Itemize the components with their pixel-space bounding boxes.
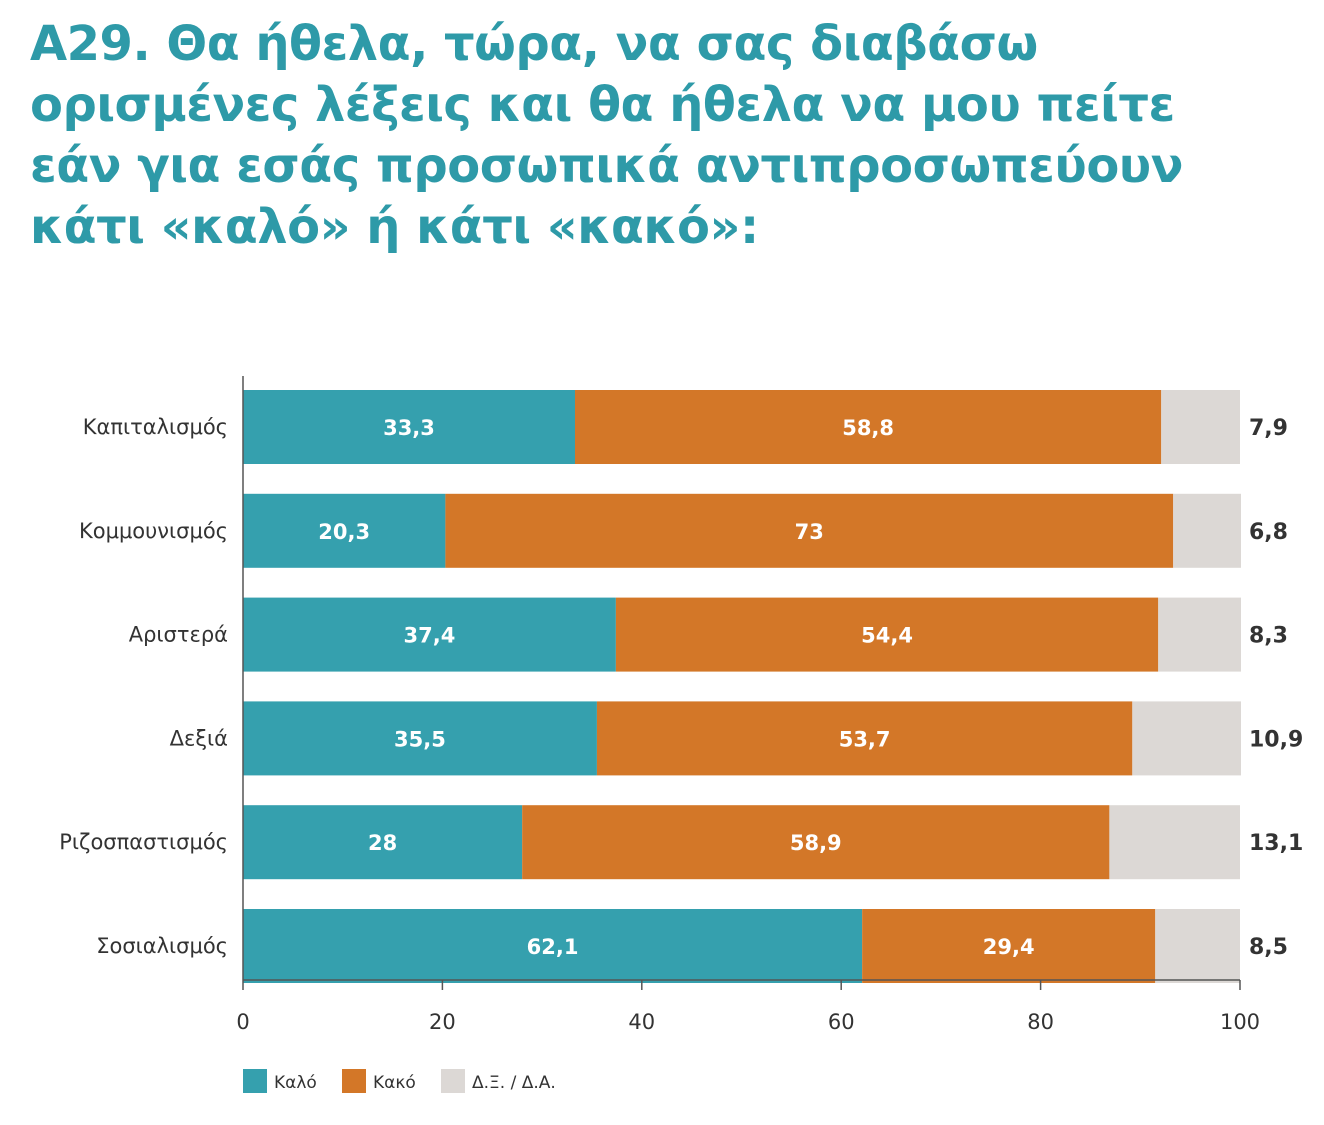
- x-tick-label: 60: [828, 1010, 855, 1034]
- x-tick-label: 20: [429, 1010, 456, 1034]
- x-tick-label: 0: [236, 1010, 249, 1034]
- legend-swatch: [243, 1069, 267, 1093]
- bar-row: Αριστερά 37,4 54,4 8,3: [129, 597, 1288, 672]
- title-line-1: Α29. Θα ήθελα, τώρα, να σας διαβάσω: [30, 16, 1038, 72]
- data-label: 73: [795, 520, 824, 544]
- category-label: Καπιταλισμός: [83, 415, 228, 439]
- data-label: 29,4: [983, 935, 1035, 959]
- bar-segment-kako: [445, 493, 1174, 568]
- bar-segment-kako: [615, 597, 1159, 672]
- title-line-2: ορισμένες λέξεις και θα ήθελα να μου πεί…: [30, 77, 1175, 133]
- bar-segment-dk: [1158, 597, 1241, 672]
- data-label: 35,5: [394, 727, 446, 751]
- category-label: Κομμουνισμός: [79, 519, 228, 543]
- data-label: 62,1: [527, 935, 579, 959]
- bar-segment-dk: [1132, 701, 1241, 776]
- legend-swatch: [342, 1069, 366, 1093]
- category-label: Αριστερά: [129, 623, 228, 647]
- x-tick-label: 40: [628, 1010, 655, 1034]
- x-tick-label: 100: [1220, 1010, 1260, 1034]
- category-label: Σοσιαλισμός: [96, 934, 228, 958]
- bar-segment-kako: [575, 390, 1162, 464]
- data-label: 58,8: [842, 416, 894, 440]
- bar-segment-kalo: [243, 597, 616, 672]
- bar-row: Καπιταλισμός 33,3 58,8 7,9: [83, 390, 1288, 464]
- x-tick-label: 80: [1027, 1010, 1054, 1034]
- bar-row: Δεξιά 35,5 53,7 10,9: [170, 701, 1303, 776]
- legend: Καλό Κακό Δ.Ξ. / Δ.Α.: [243, 1069, 556, 1093]
- dk-data-label: 10,9: [1249, 727, 1303, 752]
- data-label: 37,4: [404, 624, 456, 648]
- bar-segment-dk: [1109, 805, 1240, 880]
- legend-item: Δ.Ξ. / Δ.Α.: [441, 1069, 556, 1093]
- dk-data-label: 6,8: [1249, 520, 1288, 545]
- title-line-3: εάν για εσάς προσωπικά αντιπροσωπεύουν: [30, 138, 1183, 194]
- legend-label: Δ.Ξ. / Δ.Α.: [472, 1073, 556, 1093]
- dk-data-label: 7,9: [1249, 416, 1288, 441]
- bar-segment-dk: [1173, 493, 1241, 568]
- chart-title: Α29. Θα ήθελα, τώρα, να σας διαβάσω ορισ…: [30, 14, 1310, 258]
- bar-row: Ριζοσπαστισμός 28 58,9 13,1: [59, 805, 1303, 880]
- legend-item: Κακό: [342, 1069, 416, 1093]
- legend-label: Καλό: [274, 1073, 317, 1093]
- bar-segment-kalo: [243, 493, 446, 568]
- dk-data-label: 8,3: [1249, 624, 1288, 649]
- bar-segment-kako: [596, 701, 1133, 776]
- bar-segment-kalo: [243, 909, 863, 983]
- legend-label: Κακό: [373, 1073, 416, 1093]
- bar-segment-kalo: [243, 701, 597, 776]
- bar-segment-kako: [862, 909, 1156, 983]
- dk-data-label: 13,1: [1249, 831, 1303, 856]
- legend-swatch: [441, 1069, 465, 1093]
- category-label: Ριζοσπαστισμός: [59, 830, 228, 854]
- bar-segment-dk: [1161, 390, 1240, 464]
- axes-group: 0 20 40 60 80 100: [236, 376, 1260, 1034]
- data-label: 33,3: [383, 416, 435, 440]
- data-label: 53,7: [839, 727, 891, 751]
- bar-segment-kalo: [243, 805, 523, 880]
- bar-segment-dk: [1155, 909, 1240, 983]
- bars-group: Καπιταλισμός 33,3 58,8 7,9 Κομμουνισμός 20,3 7…: [59, 390, 1303, 983]
- dk-data-label: 8,5: [1249, 935, 1288, 960]
- data-label: 28: [368, 831, 397, 855]
- data-label: 58,9: [790, 831, 842, 855]
- bar-row: Κομμουνισμός 20,3 73 6,8: [79, 493, 1288, 568]
- category-label: Δεξιά: [170, 726, 228, 750]
- bar-segment-kalo: [243, 390, 576, 464]
- title-line-4: κάτι «καλό» ή κάτι «κακό»:: [30, 199, 759, 255]
- data-label: 54,4: [861, 624, 913, 648]
- bar-segment-kako: [522, 805, 1110, 880]
- legend-item: Καλό: [243, 1069, 317, 1093]
- bar-row: Σοσιαλισμός 62,1 29,4 8,5: [96, 909, 1288, 983]
- data-label: 20,3: [318, 520, 370, 544]
